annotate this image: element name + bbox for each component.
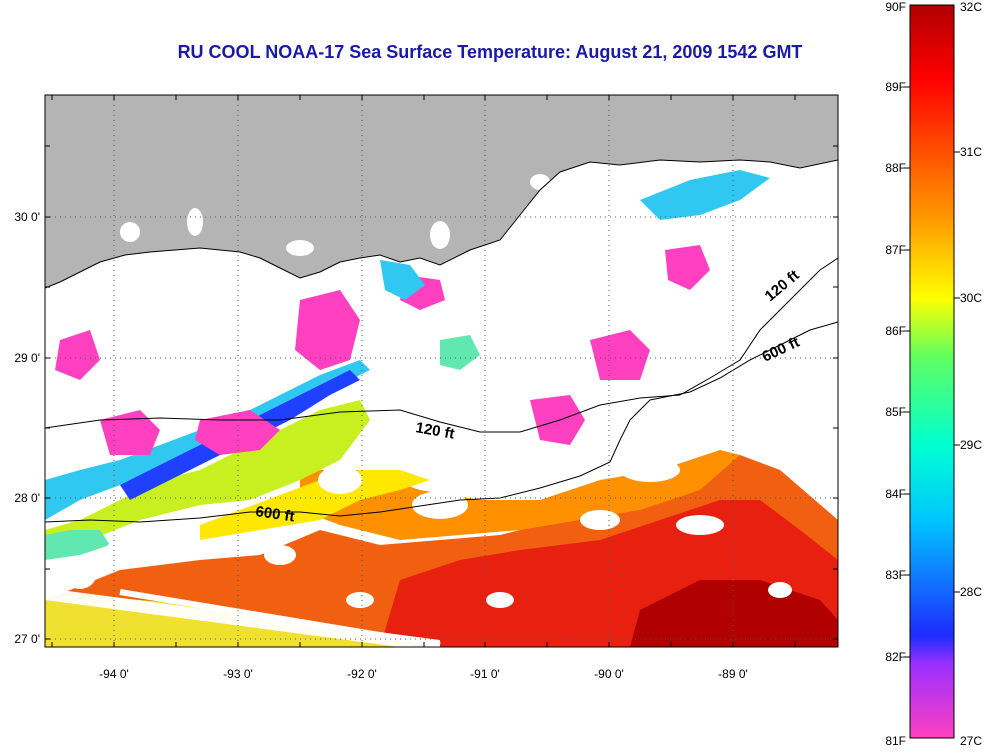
contour-600ft (45, 321, 838, 523)
colorbar-f-83: 83F (885, 568, 906, 582)
colorbar-c-30: 30C (960, 291, 982, 305)
lat-label-27: 27 0' (14, 632, 40, 646)
lat-label-29: 29 0' (14, 351, 40, 365)
colorbar-c-31: 31C (960, 145, 982, 159)
lat-label-28: 28 0' (14, 491, 40, 505)
lon-label-92: -92 0' (347, 667, 377, 681)
colorbar-f-87: 87F (885, 243, 906, 257)
colorbar-f-82: 82F (885, 650, 906, 664)
colorbar-f-90: 90F (885, 0, 906, 14)
map-content (45, 95, 838, 647)
lon-label-93: -93 0' (223, 667, 253, 681)
lat-label-30: 30 0' (14, 210, 40, 224)
depth-label-600ft-west: 600 ft (254, 503, 295, 525)
grid-lines (45, 95, 838, 647)
sst-pink-patches (295, 290, 360, 370)
colorbar-f-89: 89F (885, 80, 906, 94)
colorbar-f-84: 84F (885, 487, 906, 501)
colorbar-c-28: 28C (960, 585, 982, 599)
map-title: RU COOL NOAA-17 Sea Surface Temperature:… (177, 42, 803, 62)
contour-120ft (45, 257, 838, 433)
sst-mid-region (45, 400, 370, 560)
lon-label-94: -94 0' (99, 667, 129, 681)
land-mass (45, 95, 838, 288)
colorbar-f-85: 85F (885, 405, 906, 419)
colorbar-f-88: 88F (885, 161, 906, 175)
colorbar-f-81: 81F (885, 734, 906, 748)
colorbar-f-86: 86F (885, 324, 906, 338)
colorbar-c-27: 27C (960, 734, 982, 748)
lon-label-91: -91 0' (470, 667, 500, 681)
lon-label-89: -89 0' (718, 667, 748, 681)
colorbar-c-32: 32C (960, 0, 982, 14)
colorbar-c-29: 29C (960, 438, 982, 452)
colorbar (909, 4, 955, 739)
lon-label-90: -90 0' (594, 667, 624, 681)
depth-label-120ft-center: 120 ft (414, 419, 456, 443)
